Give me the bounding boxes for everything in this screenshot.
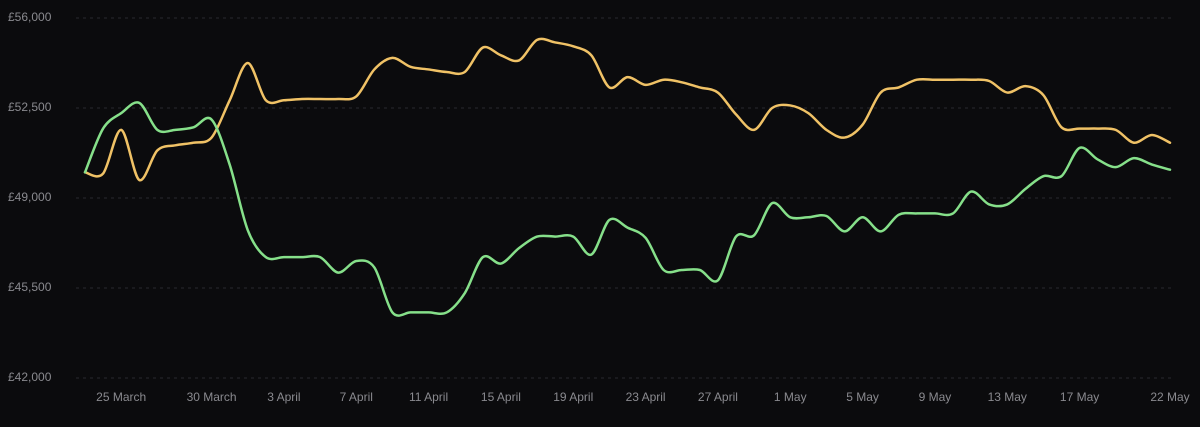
x-tick-label: 19 April [553, 390, 593, 404]
y-tick-label: £45,500 [8, 280, 52, 294]
y-tick-label: £56,000 [8, 10, 52, 24]
x-tick-label: 9 May [919, 390, 952, 404]
series-line [83, 37, 1172, 182]
y-tick-label: £52,500 [8, 100, 52, 114]
x-tick-label: 11 April [409, 390, 448, 404]
x-tick-label: 15 April [481, 390, 521, 404]
y-tick-label: £49,000 [8, 190, 52, 204]
x-tick-label: 7 April [340, 390, 373, 404]
x-tick-label: 5 May [846, 390, 879, 404]
x-tick-label: 23 April [626, 390, 666, 404]
x-tick-label: 17 May [1060, 390, 1099, 404]
x-tick-label: 30 March [187, 390, 237, 404]
x-tick-label: 22 May [1150, 390, 1189, 404]
x-tick-label: 13 May [988, 390, 1027, 404]
x-tick-label: 1 May [774, 390, 807, 404]
series-line [83, 101, 1172, 317]
x-tick-label: 27 April [698, 390, 738, 404]
x-tick-label: 25 March [96, 390, 146, 404]
x-tick-label: 3 April [267, 390, 300, 404]
y-tick-label: £42,000 [8, 370, 52, 384]
